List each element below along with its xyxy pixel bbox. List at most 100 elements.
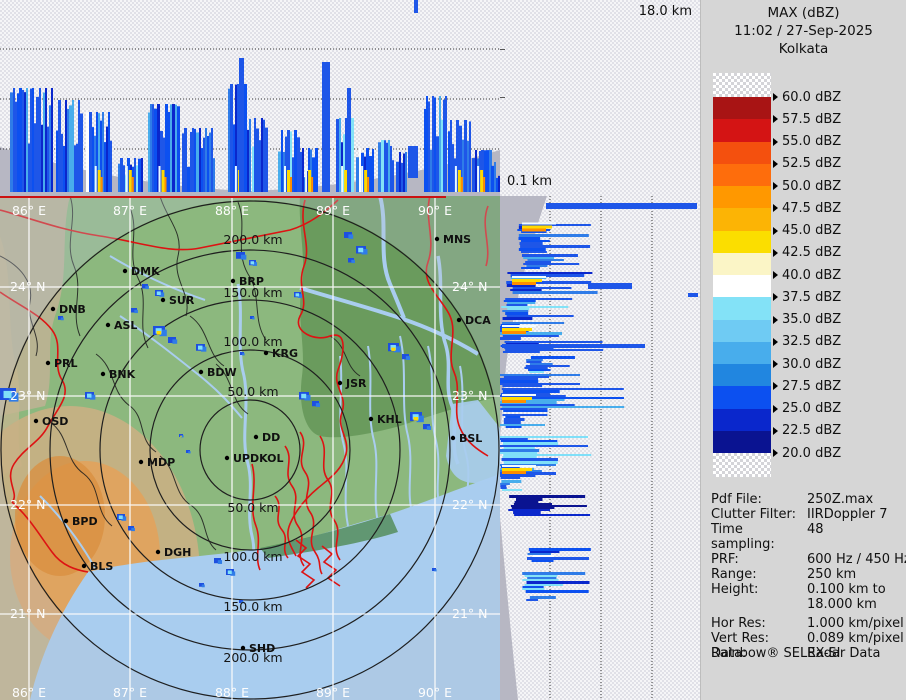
range-rings (0, 200, 500, 700)
top-profile-panel[interactable] (0, 0, 500, 196)
echo-bar (92, 127, 94, 192)
echo-cell (58, 316, 63, 320)
echo-bar (61, 133, 63, 192)
level-text: 20.0 dBZ (782, 445, 842, 461)
echo-bar (518, 248, 546, 251)
scale-level-label: 25.0 dBZ (773, 401, 841, 416)
level-arrow-icon (773, 404, 778, 413)
echo-cell-core (118, 515, 123, 520)
city-dot (160, 297, 166, 303)
scale-band (713, 252, 771, 276)
echo-cell (121, 516, 127, 521)
metadata-row: Time sampling: 48 (711, 522, 903, 552)
echo-bar (498, 175, 500, 192)
city-label: SUR (169, 294, 195, 307)
level-text: 55.0 dBZ (782, 134, 842, 149)
echo-bar (94, 166, 97, 192)
level-arrow-icon (773, 204, 778, 213)
scale-level-label: 32.5 dBZ (773, 334, 841, 349)
echo-bar (308, 170, 312, 192)
echo-bar (86, 112, 89, 192)
echo-bar (390, 146, 392, 192)
echo-bar (106, 126, 108, 192)
echo-bar (529, 596, 556, 599)
level-text: 30.0 dBZ (782, 356, 842, 372)
echo-bar (13, 88, 15, 192)
echo-bar (192, 128, 194, 192)
level-arrow-icon (773, 315, 778, 324)
echo-bar (10, 92, 13, 192)
city-dot (81, 563, 87, 569)
echo-bar (500, 483, 510, 485)
echo-cell (214, 558, 221, 564)
level-text: 52.5 dBZ (782, 156, 842, 172)
echo-bar (290, 131, 292, 192)
echo-bar (501, 399, 565, 401)
legend-panel: MAX (dBZ) 11:02 / 27-Sep-2025 Kolkata 60… (700, 0, 906, 700)
echo-bar (247, 129, 249, 192)
scale-level-label: 37.5 dBZ (773, 290, 841, 305)
echo-bar (503, 376, 550, 378)
level-arrow-icon (773, 293, 778, 302)
echo-bar (213, 158, 215, 192)
scale-band (713, 297, 771, 320)
echo-bar (351, 118, 354, 192)
echo-bar (529, 551, 560, 553)
city-label: KHL (377, 413, 402, 426)
metadata-value: 18.000 km (807, 597, 877, 612)
scale-level-label: 47.5 dBZ (773, 201, 841, 216)
range-ring-labels: 200.0 km 150.0 km 100.0 km 50.0 km 50.0 km 10… (223, 232, 282, 665)
echo-bar (505, 349, 604, 351)
echo-bar (292, 157, 294, 192)
scale-band (713, 408, 771, 432)
echo-bar (424, 108, 426, 192)
right-profile-panel[interactable] (500, 196, 700, 700)
echo-bar (525, 590, 589, 593)
city-label: MDP (147, 456, 175, 469)
scale-band (713, 119, 771, 142)
echo-bar (500, 401, 557, 404)
echo-bar (361, 166, 364, 192)
echo-bar (265, 127, 268, 192)
station-name: Kolkata (778, 41, 829, 57)
scale-band (713, 430, 771, 454)
echo-bar (450, 120, 452, 192)
city-dot (155, 549, 161, 555)
echo-bar (502, 397, 532, 400)
level-arrow-icon (773, 137, 778, 146)
echo-bar (74, 145, 76, 192)
echo-cell-core (156, 331, 162, 335)
echo-bar (381, 140, 384, 192)
echo-cell-core (413, 417, 419, 421)
echo-bar (464, 120, 467, 192)
echo-bar (78, 100, 80, 192)
echo-bar (502, 400, 526, 403)
latitude-label: 23° N (452, 388, 487, 403)
echo-bar (500, 475, 536, 477)
longitude-label: 88° E (215, 685, 249, 700)
echo-bar (513, 503, 552, 505)
echo-bar (502, 456, 537, 458)
echo-cell (240, 352, 244, 355)
echo-bar (522, 572, 586, 575)
city-dot (434, 236, 440, 242)
metadata-label: Vert Res: (711, 631, 770, 646)
echo-bar (506, 304, 528, 306)
echo-bar (69, 105, 72, 192)
metadata-label: Height: (711, 582, 759, 597)
color-scale (713, 73, 771, 477)
echo-bar (432, 96, 434, 192)
city-label: DMK (131, 265, 160, 278)
echo-bar (259, 140, 261, 192)
echo-bar (168, 111, 170, 192)
scale-band (713, 97, 771, 120)
echo-bar (502, 385, 543, 387)
echo-cell-core (250, 261, 255, 265)
map-panel[interactable]: 200.0 km 150.0 km 100.0 km 50.0 km 50.0 km 10… (0, 196, 500, 700)
level-text: 35.0 dBZ (782, 312, 842, 327)
out-of-range-dim (0, 196, 500, 700)
echo-bar (522, 225, 552, 229)
echo-bar (508, 509, 551, 511)
echo-bar (525, 365, 570, 367)
echo-bar (414, 0, 418, 13)
